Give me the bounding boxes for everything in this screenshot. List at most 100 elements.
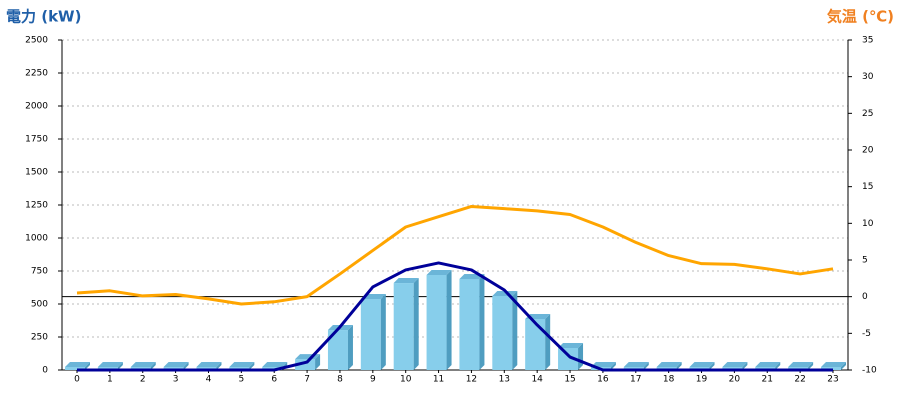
- x-tick-label: 7: [304, 375, 310, 385]
- y-tick-label: 2250: [25, 69, 48, 79]
- line: [77, 261, 833, 372]
- x-tick-label: 23: [827, 375, 838, 385]
- x-tick-label: 19: [696, 375, 708, 385]
- bar-top: [722, 362, 748, 367]
- bar-side: [610, 362, 616, 370]
- bar-side: [413, 278, 419, 370]
- bar-top: [492, 290, 518, 296]
- y-tick-label: 0: [42, 366, 48, 376]
- x-tick-label: 0: [74, 375, 80, 385]
- y-tick-label: 250: [31, 333, 48, 343]
- bar: [327, 325, 353, 370]
- bar-side: [841, 362, 846, 370]
- bar: [492, 290, 518, 370]
- bar-side: [249, 362, 255, 370]
- bar-top: [788, 362, 814, 367]
- y2-tick-label: 0: [862, 292, 868, 302]
- bar-front: [360, 299, 381, 370]
- x-tick-label: 6: [271, 375, 277, 385]
- bar-side: [808, 362, 814, 370]
- bar-side: [446, 269, 452, 370]
- x-tick-label: 12: [466, 375, 477, 385]
- y-tick-label: 1750: [25, 135, 48, 145]
- y-tick-label: 1250: [25, 201, 48, 211]
- x-tick-label: 5: [238, 375, 244, 385]
- bar-side: [183, 362, 189, 370]
- x-tick-label: 2: [140, 375, 146, 385]
- bar-top: [590, 362, 616, 367]
- x-tick-label: 21: [762, 375, 773, 385]
- bar-top: [689, 362, 715, 367]
- bar-front: [65, 367, 85, 370]
- x-tick-label: 20: [729, 375, 741, 385]
- x-tick-label: 4: [206, 375, 212, 385]
- bar: [360, 294, 386, 370]
- x-tick-label: 18: [663, 375, 675, 385]
- bar-top: [130, 362, 156, 367]
- bar-top: [196, 362, 222, 367]
- bar-side: [775, 362, 781, 370]
- y2-tick-label: 10: [862, 219, 874, 229]
- x-tick-label: 14: [531, 375, 543, 385]
- bar-side: [380, 294, 386, 370]
- bar-front: [459, 278, 480, 370]
- bar-top: [623, 362, 649, 367]
- bar-front: [327, 330, 348, 370]
- bar-side: [676, 362, 682, 370]
- bar-front: [492, 295, 513, 370]
- x-tick-label: 17: [630, 375, 641, 385]
- x-tick-label: 1: [107, 375, 113, 385]
- bar-top: [821, 362, 846, 367]
- bar: [558, 342, 584, 370]
- bar-front: [393, 283, 414, 370]
- bar-top: [426, 269, 452, 275]
- line: [76, 204, 834, 306]
- bar-side: [545, 313, 551, 370]
- bar-front: [525, 318, 546, 370]
- bar-side: [709, 362, 715, 370]
- y2-tick-label: 20: [862, 146, 874, 156]
- y-tick-label: 750: [31, 267, 48, 277]
- y-tick-label: 2500: [25, 36, 48, 46]
- y-tick-label: 1000: [25, 234, 48, 244]
- bar-top: [65, 362, 90, 367]
- bar-top: [97, 362, 123, 367]
- bar-front: [426, 274, 447, 370]
- y2-tick-label: 30: [862, 72, 874, 82]
- x-tick-label: 3: [173, 375, 179, 385]
- bar-top: [262, 362, 288, 367]
- x-tick-label: 22: [794, 375, 805, 385]
- bar-top: [558, 342, 584, 348]
- y2-tick-label: 15: [862, 182, 873, 192]
- bar-side: [216, 362, 222, 370]
- bar-front: [295, 359, 316, 370]
- x-tick-label: 15: [564, 375, 575, 385]
- bar-side: [150, 362, 156, 370]
- bar-front: [558, 347, 579, 370]
- bar-top: [656, 362, 682, 367]
- bar: [393, 278, 419, 370]
- bar-top: [393, 278, 419, 284]
- y2-tick-label: -5: [862, 329, 871, 339]
- bar-side: [479, 273, 485, 370]
- bar-side: [643, 362, 649, 370]
- y-tick-label: 500: [31, 300, 48, 310]
- x-tick-label: 8: [337, 375, 343, 385]
- bar-side: [117, 362, 123, 370]
- x-tick-label: 16: [597, 375, 609, 385]
- bar: [426, 269, 452, 370]
- bar-side: [512, 290, 518, 370]
- bar-top: [755, 362, 781, 367]
- bar: [459, 273, 485, 370]
- bar: [525, 313, 551, 370]
- y-tick-label: 2000: [25, 102, 48, 112]
- y2-axis-title: 気温 (℃): [827, 8, 894, 26]
- x-tick-label: 10: [400, 375, 412, 385]
- x-tick-label: 13: [499, 375, 510, 385]
- y-axis-title: 電力 (kW): [6, 8, 81, 26]
- y2-tick-label: 25: [862, 109, 873, 119]
- bar-side: [315, 354, 321, 370]
- bar-side: [85, 362, 90, 370]
- bar-top: [163, 362, 189, 367]
